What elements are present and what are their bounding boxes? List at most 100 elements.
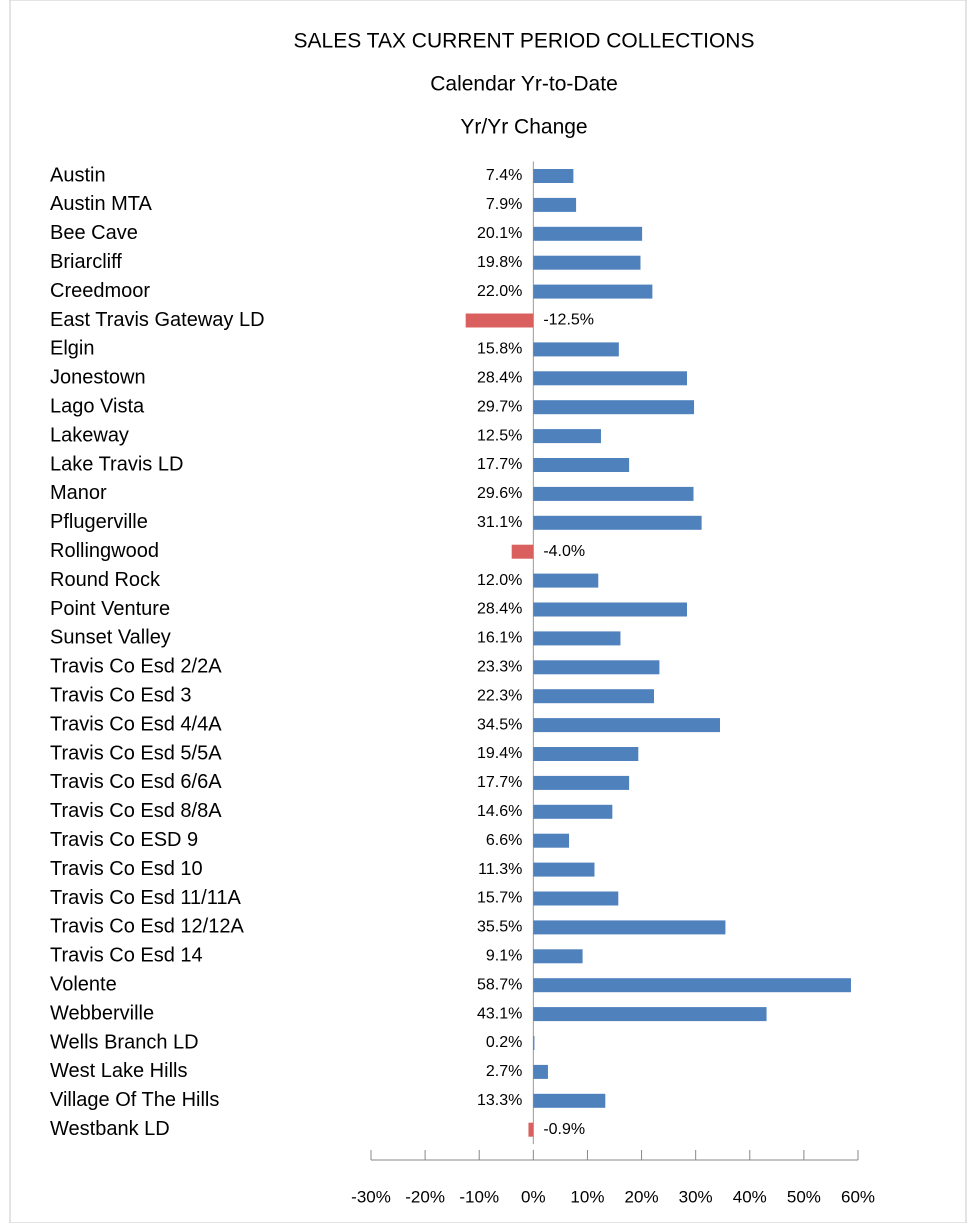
value-label: 15.7% bbox=[477, 890, 522, 907]
bar bbox=[533, 978, 851, 993]
bar bbox=[533, 949, 583, 964]
x-tick-label: 10% bbox=[570, 1187, 604, 1206]
category-label: Travis Co ESD 9 bbox=[50, 829, 198, 851]
bar bbox=[533, 891, 619, 906]
bar bbox=[533, 255, 641, 270]
value-label: 22.3% bbox=[477, 687, 522, 704]
category-label: Austin MTA bbox=[50, 193, 153, 215]
value-label: 34.5% bbox=[477, 716, 522, 733]
category-label: Travis Co Esd 10 bbox=[50, 858, 203, 880]
value-label: 19.4% bbox=[477, 745, 522, 762]
value-label: 28.4% bbox=[477, 370, 522, 387]
x-tick-label: 50% bbox=[787, 1187, 821, 1206]
category-label: Travis Co Esd 3 bbox=[50, 684, 192, 706]
bar bbox=[533, 833, 570, 848]
bar bbox=[533, 920, 726, 935]
bar bbox=[533, 486, 694, 501]
category-label: Lakeway bbox=[50, 424, 129, 446]
value-label: -12.5% bbox=[543, 312, 594, 329]
value-label: 17.7% bbox=[477, 456, 522, 473]
bar bbox=[533, 169, 574, 183]
category-label: Austin bbox=[50, 164, 106, 186]
value-label: 6.6% bbox=[486, 832, 522, 849]
bar bbox=[533, 197, 577, 212]
value-label: 29.7% bbox=[477, 398, 522, 415]
value-label: 11.3% bbox=[478, 861, 522, 878]
category-label: West Lake Hills bbox=[50, 1060, 187, 1082]
bar bbox=[533, 660, 660, 675]
bar bbox=[533, 689, 655, 704]
x-tick-label: 60% bbox=[841, 1187, 875, 1206]
x-tick-label: -20% bbox=[405, 1187, 445, 1206]
bar bbox=[533, 400, 695, 415]
bar bbox=[528, 1122, 534, 1137]
category-label: Westbank LD bbox=[50, 1118, 170, 1140]
category-label: Manor bbox=[50, 482, 107, 504]
value-label: 17.7% bbox=[477, 774, 522, 791]
category-label: Jonestown bbox=[50, 367, 146, 389]
value-label: 7.4% bbox=[486, 167, 522, 184]
bar bbox=[511, 544, 534, 559]
value-label: 13.3% bbox=[477, 1092, 522, 1109]
chart-subtitle: Calendar Yr-to-Date bbox=[430, 73, 618, 96]
bar bbox=[533, 342, 619, 357]
category-label: Travis Co Esd 2/2A bbox=[50, 656, 222, 678]
category-label: Round Rock bbox=[50, 569, 161, 591]
category-label: Travis Co Esd 4/4A bbox=[50, 713, 222, 735]
value-label: 20.1% bbox=[477, 225, 522, 242]
category-label: Travis Co Esd 14 bbox=[50, 945, 203, 967]
value-label: 2.7% bbox=[486, 1063, 522, 1080]
bar bbox=[533, 429, 601, 444]
category-label: Pflugerville bbox=[50, 511, 148, 533]
value-label: 28.4% bbox=[477, 601, 522, 618]
value-label: 22.0% bbox=[477, 283, 522, 300]
value-label: 0.2% bbox=[486, 1034, 522, 1051]
bar bbox=[533, 1064, 548, 1079]
value-label: 35.5% bbox=[477, 919, 522, 936]
chart-title: SALES TAX CURRENT PERIOD COLLECTIONS bbox=[294, 30, 755, 53]
category-label: Point Venture bbox=[50, 598, 170, 620]
x-tick-label: 0% bbox=[521, 1187, 546, 1206]
value-label: 15.8% bbox=[477, 341, 522, 358]
bar bbox=[533, 1036, 535, 1050]
bar bbox=[533, 775, 630, 790]
value-label: 23.3% bbox=[477, 659, 522, 676]
category-label: Travis Co Esd 12/12A bbox=[50, 916, 244, 938]
category-label: Elgin bbox=[50, 338, 94, 360]
value-label: 12.0% bbox=[477, 572, 522, 589]
category-label: Creedmoor bbox=[50, 280, 150, 302]
bar bbox=[533, 284, 653, 299]
bar bbox=[533, 631, 621, 646]
x-tick-label: 20% bbox=[625, 1187, 659, 1206]
category-label: East Travis Gateway LD bbox=[50, 309, 265, 331]
category-label: Sunset Valley bbox=[50, 627, 171, 649]
bar bbox=[533, 573, 599, 588]
category-label: Wells Branch LD bbox=[50, 1031, 199, 1053]
category-label: Travis Co Esd 8/8A bbox=[50, 800, 222, 822]
chart-subtitle-2: Yr/Yr Change bbox=[460, 116, 587, 139]
x-tick-label: 30% bbox=[679, 1187, 713, 1206]
value-label: 7.9% bbox=[486, 196, 522, 213]
x-tick-label: -30% bbox=[351, 1187, 391, 1206]
category-label: Travis Co Esd 6/6A bbox=[50, 771, 222, 793]
value-label: 12.5% bbox=[477, 427, 522, 444]
bar bbox=[533, 458, 630, 472]
bar bbox=[533, 515, 702, 530]
frame bbox=[9, 0, 967, 1223]
value-label: 58.7% bbox=[477, 976, 522, 993]
value-label: -0.9% bbox=[543, 1121, 585, 1138]
bar bbox=[533, 602, 688, 617]
value-label: 43.1% bbox=[477, 1005, 522, 1022]
value-label: 31.1% bbox=[477, 514, 522, 531]
value-label: 9.1% bbox=[486, 948, 522, 965]
value-label: -4.0% bbox=[543, 543, 585, 560]
category-label: Webberville bbox=[50, 1002, 154, 1024]
category-label: Lake Travis LD bbox=[50, 453, 183, 475]
category-label: Travis Co Esd 11/11A bbox=[50, 887, 241, 909]
bar bbox=[533, 1007, 767, 1022]
bar bbox=[533, 862, 595, 877]
bar bbox=[465, 313, 534, 328]
category-label: Briarcliff bbox=[50, 251, 122, 273]
